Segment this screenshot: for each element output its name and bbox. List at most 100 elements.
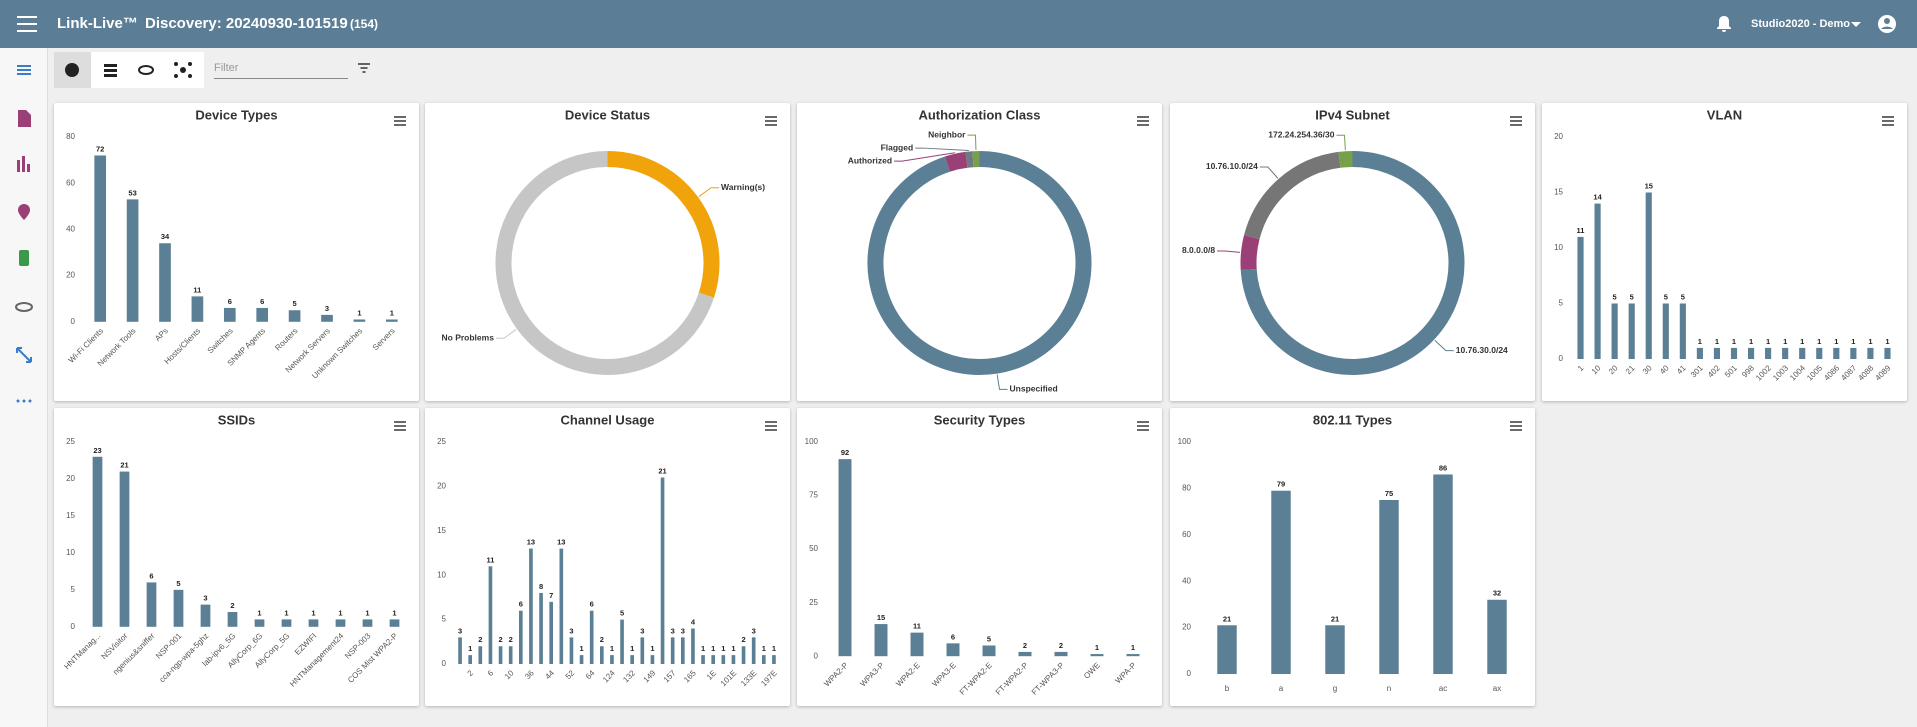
filter-button[interactable] <box>356 60 372 76</box>
bar <box>1679 303 1686 359</box>
table-view-button[interactable] <box>104 64 117 77</box>
view-toolbar <box>54 52 204 88</box>
value-label: 1 <box>610 644 614 653</box>
segment-label: 172.24.254.36/30 <box>1268 130 1334 140</box>
chart: Authorization Class Unspecified Authorized… <box>848 107 1149 394</box>
value-label: 1 <box>1817 337 1821 346</box>
bar <box>321 314 333 322</box>
chart-panel: IPv4 Subnet 10.76.30.0/24 8.0.0.0/8 10.76.1… <box>1170 103 1535 401</box>
chart-title: 802.11 Types <box>1313 412 1392 427</box>
bar <box>1765 347 1772 359</box>
y-tick-label: 40 <box>1182 576 1191 585</box>
bar <box>1433 474 1453 674</box>
value-label: 1 <box>1885 337 1889 346</box>
bar <box>1379 500 1399 674</box>
value-label: 3 <box>458 626 462 635</box>
donut-segment <box>965 151 974 168</box>
value-label: 2 <box>1059 641 1063 650</box>
chart-menu[interactable] <box>765 421 777 431</box>
pie-icon <box>65 63 79 77</box>
x-tick-label: Routers <box>273 326 299 352</box>
x-tick-label: WPA2-E <box>894 661 922 689</box>
chart: SSIDs051015202523HNTManag...21NSVisitor6… <box>62 412 406 689</box>
bar <box>1730 347 1738 359</box>
menu-button[interactable] <box>12 0 42 48</box>
chart-menu[interactable] <box>765 116 777 126</box>
x-tick-label: 157 <box>662 668 678 684</box>
value-label: 6 <box>149 571 153 580</box>
bar <box>1696 347 1703 359</box>
bar <box>159 243 171 322</box>
value-label: 3 <box>752 626 756 635</box>
filter-input[interactable]: Filter <box>214 58 348 79</box>
report-icon[interactable] <box>17 156 30 172</box>
eye-icon[interactable] <box>15 302 33 312</box>
chart-menu[interactable] <box>394 116 406 126</box>
y-tick-label: 5 <box>1559 299 1564 308</box>
x-tick-label: 133E <box>739 669 759 689</box>
value-label: 5 <box>1630 292 1634 301</box>
discovery-title: Discovery: 20240930-101519 <box>145 15 348 32</box>
transfer-icon[interactable] <box>16 347 32 363</box>
chart-menu[interactable] <box>1137 421 1149 431</box>
value-label: 11 <box>913 622 921 631</box>
document-icon[interactable] <box>18 110 31 127</box>
x-tick-label: 10 <box>503 668 516 681</box>
bar <box>1217 625 1237 674</box>
value-label: 1 <box>1800 337 1804 346</box>
bar <box>308 619 319 627</box>
x-tick-label: 1005 <box>1805 363 1824 382</box>
segment-label: No Problems <box>442 332 495 342</box>
bar <box>256 307 269 322</box>
chart-menu[interactable] <box>394 421 406 431</box>
bar <box>1054 651 1068 657</box>
topology-view-button[interactable] <box>174 62 192 78</box>
chart-menu[interactable] <box>1510 116 1522 126</box>
value-label: 5 <box>176 579 180 588</box>
value-label: 5 <box>1613 292 1617 301</box>
x-tick-label: 4087 <box>1839 363 1858 382</box>
value-label: 6 <box>951 632 955 641</box>
list-icon[interactable] <box>17 65 31 75</box>
chart-menu[interactable] <box>1137 116 1149 126</box>
value-label: 1 <box>1783 337 1787 346</box>
chart-menu[interactable] <box>1510 421 1522 431</box>
eye-view-button[interactable] <box>138 65 154 75</box>
bar <box>910 632 924 657</box>
leader-line <box>915 147 969 152</box>
x-tick-label: cca-ngp-wpa-5ghz <box>158 631 211 684</box>
bar <box>1782 347 1789 359</box>
account[interactable] <box>1875 0 1899 48</box>
value-label: 1 <box>650 644 654 653</box>
chart-panel: Device Status Warning(s) No Problems <box>425 103 790 401</box>
bar <box>559 548 564 664</box>
donut-segment <box>1240 235 1260 271</box>
location-icon[interactable] <box>18 204 30 220</box>
x-tick-label: APs <box>153 326 170 343</box>
value-label: 15 <box>877 613 885 622</box>
y-tick-label: 20 <box>66 271 75 280</box>
bar <box>691 628 695 664</box>
user-dropdown[interactable] <box>1848 0 1864 48</box>
notifications[interactable] <box>1714 0 1734 48</box>
y-tick-label: 0 <box>71 317 76 326</box>
chart: VLAN051015201111410520521153054054113011… <box>1554 107 1894 382</box>
y-tick-label: 10 <box>1554 243 1563 252</box>
app-name: Link-Live™ <box>57 15 138 32</box>
user-name[interactable]: Studio2020 - Demo <box>1751 18 1851 30</box>
value-label: 11 <box>486 555 494 564</box>
x-tick-label: 124 <box>601 668 617 684</box>
more-icon[interactable] <box>16 399 32 403</box>
chart-menu[interactable] <box>1882 116 1894 126</box>
bar <box>630 655 635 664</box>
bar <box>227 612 238 627</box>
x-tick-label: 2 <box>466 668 476 678</box>
bar <box>946 643 960 657</box>
x-tick-label: 4089 <box>1873 363 1892 382</box>
bar <box>1867 347 1874 359</box>
device-icon[interactable] <box>19 250 29 266</box>
x-tick-label: 101E <box>719 669 739 689</box>
y-tick-label: 60 <box>1182 530 1191 539</box>
bar <box>549 601 554 664</box>
